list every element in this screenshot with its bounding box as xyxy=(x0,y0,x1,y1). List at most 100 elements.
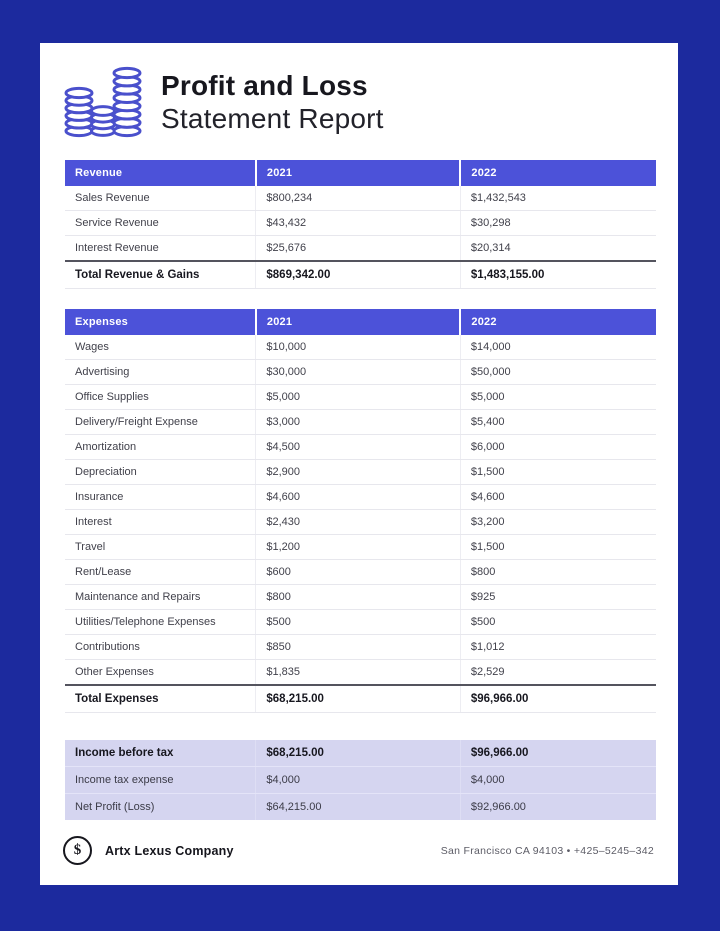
total-row: Total Revenue & Gains $869,342.00 $1,483,1… xyxy=(65,260,656,289)
table-cell: Maintenance and Repairs xyxy=(65,584,257,610)
table-cell: $2,900 xyxy=(255,459,461,485)
table-row: Other Expenses $1,835 $2,529 xyxy=(65,659,656,686)
table-cell: $869,342.00 xyxy=(255,260,461,289)
table-cell: Advertising xyxy=(65,359,257,385)
table-cell: $1,500 xyxy=(460,534,656,560)
table-cell: $4,000 xyxy=(460,766,656,794)
table-cell: $5,000 xyxy=(460,384,656,410)
table-cell: $2,430 xyxy=(255,509,461,535)
table-row: Interest $2,430 $3,200 xyxy=(65,509,656,535)
table-cell: $14,000 xyxy=(460,335,656,360)
table-cell: $3,000 xyxy=(255,409,461,435)
table-cell: $10,000 xyxy=(255,335,461,360)
table-row: Contributions $850 $1,012 xyxy=(65,634,656,660)
table-cell: Total Revenue & Gains xyxy=(65,260,257,289)
table-row: Delivery/Freight Expense $3,000 $5,400 xyxy=(65,409,656,435)
table-row: Maintenance and Repairs $800 $925 xyxy=(65,584,656,610)
table-cell: $1,483,155.00 xyxy=(460,260,656,289)
table-cell: $68,215.00 xyxy=(255,684,461,713)
table-cell: $800 xyxy=(255,584,461,610)
table-cell: $96,966.00 xyxy=(460,740,656,767)
table-row: Travel $1,200 $1,500 xyxy=(65,534,656,560)
title-line-regular: Statement Report xyxy=(161,102,384,134)
table-cell: $2,529 xyxy=(460,659,656,686)
table-cell: $4,500 xyxy=(255,434,461,460)
column-header: 2022 xyxy=(460,160,656,186)
table-cell: $64,215.00 xyxy=(255,793,461,820)
table-cell: $20,314 xyxy=(460,235,656,262)
column-header: 2021 xyxy=(255,309,462,335)
table-row: Service Revenue $43,432 $30,298 xyxy=(65,210,656,236)
table-cell: $1,835 xyxy=(255,659,461,686)
table-cell: Interest Revenue xyxy=(65,235,257,262)
column-header: Revenue xyxy=(65,160,257,186)
table-cell: $30,298 xyxy=(460,210,656,236)
table-row: Utilities/Telephone Expenses $500 $500 xyxy=(65,609,656,635)
table-row: Income tax expense $4,000 $4,000 xyxy=(65,766,656,794)
table-cell: $50,000 xyxy=(460,359,656,385)
table-cell: $96,966.00 xyxy=(460,684,656,713)
dollar-circle-icon: $ xyxy=(63,836,92,865)
table-cell: $800 xyxy=(460,559,656,585)
total-row: Total Expenses $68,215.00 $96,966.00 xyxy=(65,684,656,713)
table-cell: $925 xyxy=(460,584,656,610)
table-row: Sales Revenue $800,234 $1,432,543 xyxy=(65,186,656,211)
table-cell: $92,966.00 xyxy=(460,793,656,820)
table-cell: $500 xyxy=(460,609,656,635)
table-cell: $1,012 xyxy=(460,634,656,660)
table-cell: $30,000 xyxy=(255,359,461,385)
table-cell: Sales Revenue xyxy=(65,186,257,211)
column-header: 2022 xyxy=(460,309,656,335)
table-cell: $5,400 xyxy=(460,409,656,435)
table-row: Wages $10,000 $14,000 xyxy=(65,335,656,360)
table-cell: $4,000 xyxy=(255,766,461,794)
table-cell: $4,600 xyxy=(460,484,656,510)
table-cell: $3,200 xyxy=(460,509,656,535)
summary-table: Income before tax $68,215.00 $96,966.00 Inc… xyxy=(65,740,656,820)
table-row: Interest Revenue $25,676 $20,314 xyxy=(65,235,656,262)
table-cell: $25,676 xyxy=(255,235,461,262)
revenue-table: Revenue 2021 2022 Sales Revenue $800,234 $1,4… xyxy=(65,160,656,289)
table-cell: $43,432 xyxy=(255,210,461,236)
table-cell: Utilities/Telephone Expenses xyxy=(65,609,257,635)
table-cell: $500 xyxy=(255,609,461,635)
table-cell: Office Supplies xyxy=(65,384,257,410)
table-header-row: Revenue 2021 2022 xyxy=(65,160,656,186)
table-cell: Net Profit (Loss) xyxy=(65,793,257,820)
table-cell: Depreciation xyxy=(65,459,257,485)
footer-company: $ Artx Lexus Company xyxy=(63,836,234,865)
table-cell: $1,432,543 xyxy=(460,186,656,211)
table-cell: $600 xyxy=(255,559,461,585)
table-cell: Insurance xyxy=(65,484,257,510)
table-row: Amortization $4,500 $6,000 xyxy=(65,434,656,460)
table-cell: Rent/Lease xyxy=(65,559,257,585)
table-cell: Other Expenses xyxy=(65,659,257,686)
expenses-table: Expenses 2021 2022 Wages $10,000 $14,000 Adver… xyxy=(65,309,656,713)
table-row: Income before tax $68,215.00 $96,966.00 xyxy=(65,740,656,767)
table-cell: $6,000 xyxy=(460,434,656,460)
table-cell: Delivery/Freight Expense xyxy=(65,409,257,435)
column-header: 2021 xyxy=(255,160,462,186)
report-content: Profit and Loss Statement Report Revenue… xyxy=(40,43,678,820)
table-cell: Income before tax xyxy=(65,740,257,767)
company-name: Artx Lexus Company xyxy=(105,843,234,858)
table-row: Office Supplies $5,000 $5,000 xyxy=(65,384,656,410)
contact-info: San Francisco CA 94103 • +425–5245–342 xyxy=(440,844,654,857)
page-title: Profit and Loss Statement Report xyxy=(161,70,384,135)
report-header: Profit and Loss Statement Report xyxy=(63,65,654,139)
table-row: Net Profit (Loss) $64,215.00 $92,966.00 xyxy=(65,793,656,820)
table-cell: $4,600 xyxy=(255,484,461,510)
title-line-bold: Profit and Loss xyxy=(161,69,368,101)
report-footer: $ Artx Lexus Company San Francisco CA 94… xyxy=(63,836,654,865)
table-cell: Amortization xyxy=(65,434,257,460)
table-cell: $800,234 xyxy=(255,186,461,211)
table-cell: Interest xyxy=(65,509,257,535)
table-row: Insurance $4,600 $4,600 xyxy=(65,484,656,510)
report-page: Profit and Loss Statement Report Revenue… xyxy=(40,43,678,885)
table-cell: $850 xyxy=(255,634,461,660)
table-row: Rent/Lease $600 $800 xyxy=(65,559,656,585)
table-row: Depreciation $2,900 $1,500 xyxy=(65,459,656,485)
table-cell: Service Revenue xyxy=(65,210,257,236)
table-cell: $1,200 xyxy=(255,534,461,560)
